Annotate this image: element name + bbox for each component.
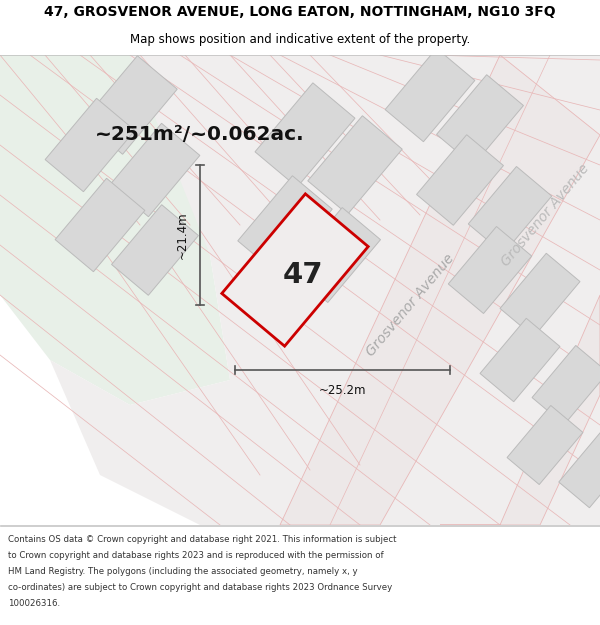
Polygon shape	[468, 166, 552, 254]
Text: co-ordinates) are subject to Crown copyright and database rights 2023 Ordnance S: co-ordinates) are subject to Crown copyr…	[8, 583, 392, 592]
Text: 47, GROSVENOR AVENUE, LONG EATON, NOTTINGHAM, NG10 3FQ: 47, GROSVENOR AVENUE, LONG EATON, NOTTIN…	[44, 5, 556, 19]
Polygon shape	[289, 208, 380, 302]
Polygon shape	[280, 55, 600, 525]
Polygon shape	[440, 295, 600, 525]
Polygon shape	[385, 48, 475, 142]
Polygon shape	[500, 253, 580, 337]
Polygon shape	[0, 55, 230, 405]
Polygon shape	[110, 123, 200, 217]
Polygon shape	[45, 98, 135, 192]
Text: 100026316.: 100026316.	[8, 599, 60, 608]
Text: HM Land Registry. The polygons (including the associated geometry, namely x, y: HM Land Registry. The polygons (includin…	[8, 567, 358, 576]
Text: ~25.2m: ~25.2m	[319, 384, 366, 396]
Polygon shape	[50, 55, 600, 525]
Polygon shape	[55, 178, 145, 272]
Text: Map shows position and indicative extent of the property.: Map shows position and indicative extent…	[130, 33, 470, 46]
Polygon shape	[255, 83, 355, 187]
Polygon shape	[437, 75, 523, 165]
Text: Contains OS data © Crown copyright and database right 2021. This information is : Contains OS data © Crown copyright and d…	[8, 535, 397, 544]
Text: ~21.4m: ~21.4m	[176, 211, 188, 259]
Polygon shape	[480, 318, 560, 402]
Polygon shape	[222, 194, 368, 346]
Polygon shape	[532, 346, 600, 424]
Text: Grosvenor Avenue: Grosvenor Avenue	[498, 161, 592, 269]
Text: 47: 47	[283, 261, 323, 289]
Polygon shape	[238, 176, 332, 274]
Polygon shape	[308, 116, 402, 214]
Text: ~251m²/~0.062ac.: ~251m²/~0.062ac.	[95, 126, 305, 144]
Text: to Crown copyright and database rights 2023 and is reproduced with the permissio: to Crown copyright and database rights 2…	[8, 551, 383, 560]
Polygon shape	[112, 205, 199, 295]
Polygon shape	[448, 226, 532, 314]
Polygon shape	[416, 135, 503, 225]
Polygon shape	[559, 432, 600, 508]
Polygon shape	[83, 56, 177, 154]
Text: Grosvenor Avenue: Grosvenor Avenue	[363, 251, 457, 359]
Polygon shape	[507, 406, 583, 484]
